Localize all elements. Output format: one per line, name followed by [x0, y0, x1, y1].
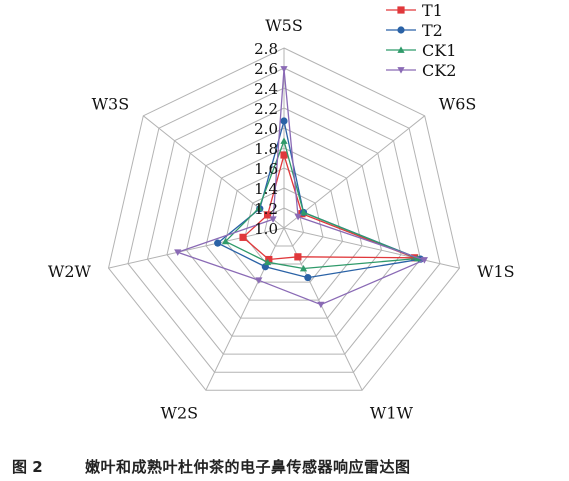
- axis-label-w5s: W5S: [265, 16, 303, 35]
- legend-label: T1: [422, 1, 443, 20]
- legend-label: CK1: [422, 41, 456, 60]
- data-point-ck1-w6s: [299, 208, 308, 216]
- legend-item-ck1: CK1: [386, 41, 456, 60]
- legend-label: CK2: [422, 61, 456, 80]
- radar-series: [174, 66, 428, 309]
- data-point-ck2-w2s: [255, 277, 263, 284]
- legend-item-t1: T1: [386, 1, 443, 20]
- data-point-ck1-w5s: [280, 137, 288, 144]
- data-point-ck1-w3s: [255, 204, 263, 211]
- grid-ring: [244, 187, 324, 265]
- tick-label: 2.0: [254, 120, 278, 138]
- data-point-ck2-w1s: [420, 257, 428, 264]
- data-point-t1-w5s: [280, 151, 288, 159]
- legend-item-t2: T2: [386, 21, 443, 40]
- data-point-ck2-w1w: [317, 301, 325, 309]
- tick-label: 2.4: [254, 80, 278, 98]
- radar-grid: [107, 47, 461, 391]
- radar-chart: 1.0 1.2 1.4 1.6 1.8 2.0 2.2 2.4 2.6 2.8 W5S W6S W1S…: [48, 1, 515, 422]
- tick-label: 2.8: [254, 40, 278, 58]
- figure-title: 嫩叶和成熟叶杜仲茶的电子鼻传感器响应雷达图: [85, 458, 411, 476]
- tick-label: 1.0: [254, 220, 278, 238]
- tick-label: 2.2: [254, 100, 278, 118]
- tick-label: 1.6: [254, 160, 278, 178]
- data-point-ck1-w1w: [299, 264, 308, 272]
- grid-spoke: [283, 227, 460, 269]
- series-line-ck2: [175, 68, 427, 306]
- grid-spoke: [108, 227, 285, 269]
- data-point-ck1-w2w: [221, 237, 230, 245]
- legend-marker: [397, 46, 405, 53]
- legend-marker: [397, 67, 405, 74]
- data-point-t2-w5s: [280, 117, 288, 125]
- data-point-t1-w2w: [239, 233, 247, 241]
- series-line-ck1: [224, 138, 418, 270]
- tick-label: 1.2: [254, 200, 278, 218]
- legend-marker: [397, 26, 405, 34]
- series-line-t1: [242, 152, 415, 261]
- data-point-t1-w1w: [294, 253, 302, 261]
- data-point-ck2-w3s: [269, 216, 277, 223]
- data-point-t1-w2s: [265, 255, 273, 264]
- tick-label: 1.8: [254, 140, 278, 158]
- grid-ring: [107, 47, 461, 391]
- tick-label: 1.4: [254, 180, 278, 198]
- grid-ring: [185, 127, 383, 319]
- data-point-ck2-w6s: [294, 213, 302, 221]
- grid-ring: [224, 167, 344, 283]
- data-point-ck2-w5s: [280, 66, 288, 73]
- figure-number: 图 2: [12, 458, 43, 476]
- axis-label-w6s: W6S: [439, 95, 477, 114]
- grid-ring: [166, 107, 402, 337]
- radial-tick-labels: 1.0 1.2 1.4 1.6 1.8 2.0 2.2 2.4 2.6 2.8: [254, 40, 278, 238]
- data-point-t2-w1w: [304, 273, 312, 282]
- data-point-t2-w2w: [214, 239, 222, 247]
- grid-spoke: [283, 227, 363, 391]
- series-ck1: [221, 137, 422, 272]
- axis-label-w1s: W1S: [477, 262, 515, 281]
- axis-label-w1w: W1W: [370, 403, 414, 422]
- data-point-t1-w3s: [263, 211, 272, 219]
- axis-label-w3s: W3S: [92, 95, 130, 114]
- grid-ring: [127, 67, 441, 373]
- series-ck2: [174, 66, 428, 309]
- legend-marker: [397, 6, 405, 14]
- grid-ring: [146, 87, 422, 355]
- legend-item-ck2: CK2: [386, 61, 456, 80]
- legend-label: T2: [422, 21, 443, 40]
- axis-labels: W5S W6S W1S W1W W2S W2W W3S: [48, 16, 515, 422]
- grid-ring: [205, 147, 363, 301]
- figure-caption: 图 2 嫩叶和成熟叶杜仲茶的电子鼻传感器响应雷达图: [0, 454, 569, 478]
- data-point-ck2-w2w: [174, 249, 182, 256]
- tick-label: 2.6: [254, 60, 278, 78]
- grid-spoke: [205, 227, 285, 391]
- grid-spoke: [283, 115, 426, 229]
- axis-label-w2w: W2W: [48, 262, 92, 281]
- axis-label-w2s: W2S: [161, 403, 199, 422]
- data-point-ck1-w2s: [263, 258, 272, 266]
